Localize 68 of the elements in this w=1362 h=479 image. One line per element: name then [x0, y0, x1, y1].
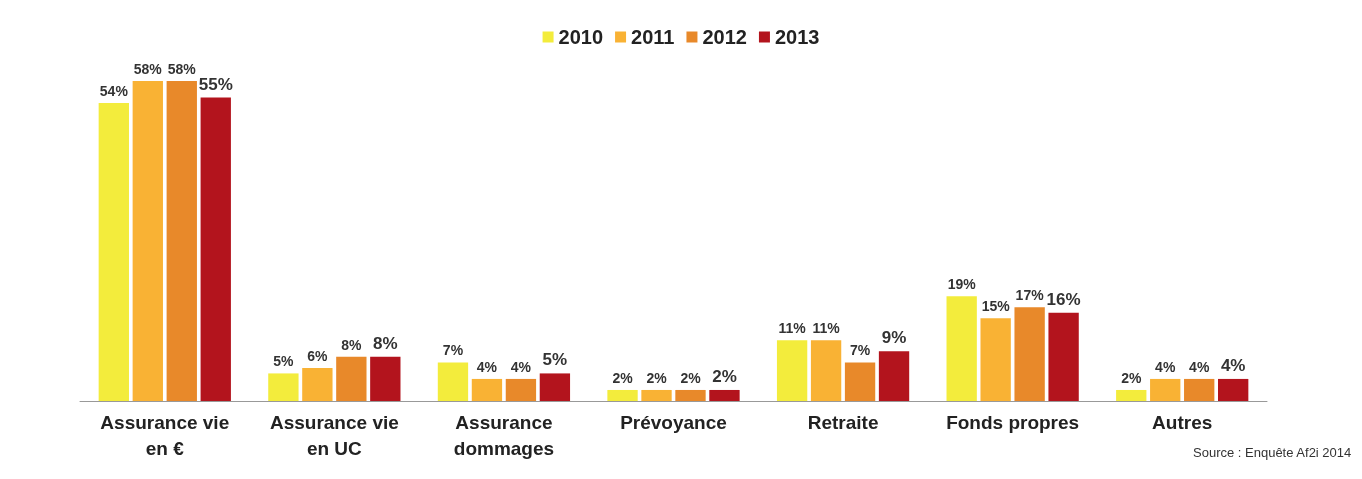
data-label: 4%	[1220, 355, 1246, 375]
data-label: 2%	[680, 369, 702, 386]
data-label: 2%	[612, 369, 634, 386]
bar	[132, 81, 163, 401]
bar	[471, 378, 503, 401]
x-tick-label: Assurance vie en UC	[269, 411, 399, 459]
bar	[505, 378, 537, 401]
x-tick-label: Retraite	[807, 411, 879, 433]
data-label: 2%	[712, 366, 737, 386]
bar	[607, 389, 638, 401]
bar	[675, 389, 706, 401]
bar	[776, 340, 808, 401]
bar	[1116, 389, 1147, 401]
data-label: 5%	[273, 353, 295, 370]
bar	[370, 356, 401, 401]
data-label: 4%	[1155, 358, 1176, 375]
bar	[980, 318, 1011, 401]
bar	[1184, 378, 1215, 401]
data-label: 11%	[812, 320, 841, 337]
data-label: 6%	[307, 347, 329, 364]
bar	[437, 362, 469, 401]
data-label: 16%	[1046, 289, 1081, 309]
bar	[878, 351, 910, 401]
data-label: 58%	[167, 61, 197, 78]
data-label: 4%	[510, 358, 532, 375]
bar	[1048, 312, 1079, 401]
data-label: 4%	[476, 358, 498, 375]
data-label: 2%	[646, 369, 668, 386]
bar	[810, 340, 842, 401]
x-tick-label: Fonds propres	[946, 411, 1080, 433]
x-tick-label: Assurance dommages	[453, 411, 555, 459]
data-label: 7%	[849, 342, 871, 359]
data-label: 5%	[542, 350, 568, 370]
legend-label: 2011	[631, 26, 675, 48]
data-label: 9%	[881, 328, 907, 348]
x-tick-label: Autres	[1152, 411, 1213, 433]
data-label: 8%	[373, 333, 398, 353]
data-label: 15%	[981, 298, 1011, 315]
bar	[336, 356, 367, 401]
bar	[641, 389, 672, 401]
bar	[166, 81, 197, 401]
x-tick-label: Prévoyance	[620, 411, 727, 433]
bar	[1014, 307, 1045, 401]
legend-label: 2010	[558, 26, 604, 48]
bar	[946, 296, 977, 401]
x-tick-label: Assurance vie en €	[100, 411, 230, 459]
bar	[539, 373, 571, 401]
data-label: 58%	[133, 61, 163, 78]
bar	[302, 367, 333, 401]
bar	[1218, 378, 1249, 401]
data-label: 7%	[442, 342, 464, 359]
bar	[98, 103, 129, 401]
legend-label: 2013	[774, 26, 820, 48]
bar	[1150, 378, 1181, 401]
bar	[268, 373, 299, 401]
data-label: 2%	[1121, 369, 1142, 386]
data-label: 4%	[1189, 358, 1210, 375]
source-note: Source : Enquête Af2i 2014	[1193, 445, 1352, 460]
bar	[200, 97, 231, 401]
data-label: 17%	[1015, 287, 1045, 304]
data-label: 55%	[198, 74, 233, 94]
bar	[709, 389, 740, 401]
bar	[844, 362, 876, 401]
data-label: 19%	[947, 276, 977, 293]
data-label: 54%	[99, 83, 129, 100]
data-label: 11%	[778, 320, 807, 337]
data-label: 8%	[341, 336, 363, 353]
legend-label: 2012	[702, 26, 747, 48]
